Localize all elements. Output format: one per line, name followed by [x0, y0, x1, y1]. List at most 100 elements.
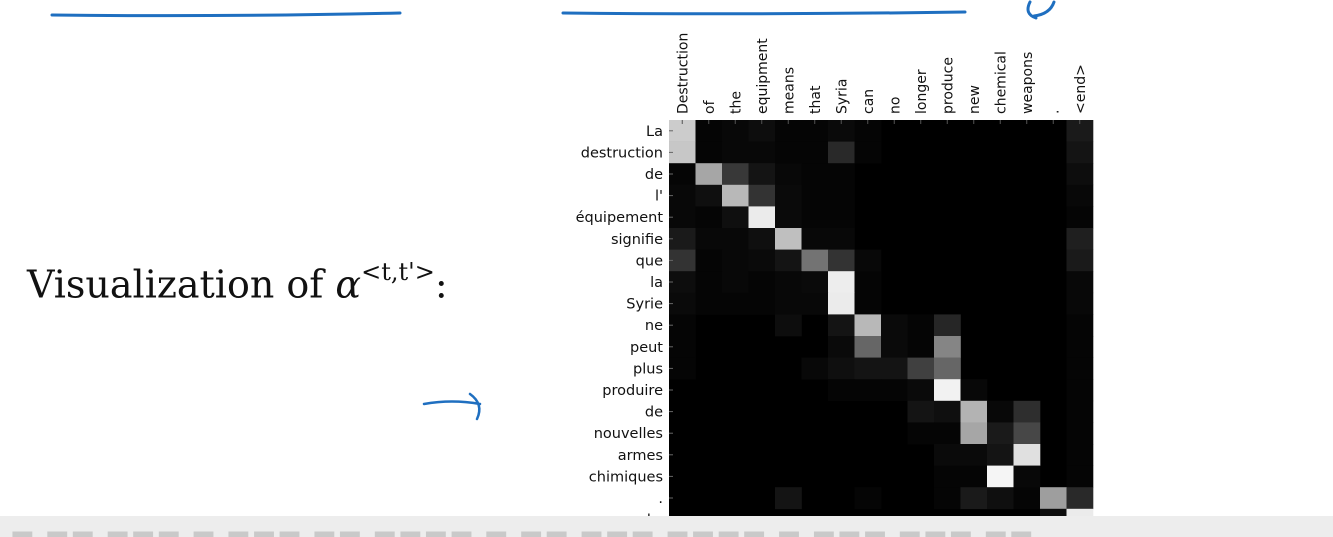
- heatmap-cell: [696, 206, 723, 228]
- heatmap-cell: [722, 185, 749, 207]
- heatmap-cell: [987, 444, 1014, 466]
- heatmap-cell: [855, 487, 882, 509]
- heatmap-cell: [802, 142, 829, 164]
- heatmap-cell: [934, 422, 961, 444]
- heatmap-cell: [722, 293, 749, 315]
- heatmap-cell: [934, 379, 961, 401]
- heatmap-cell: [881, 314, 908, 336]
- heatmap-cell: [775, 293, 802, 315]
- heatmap-cell: [749, 142, 776, 164]
- attention-heatmap: Destruction of the equipment means that Syria c…: [540, 18, 1110, 516]
- heatmap-cell: [802, 250, 829, 272]
- heatmap-cell: [802, 293, 829, 315]
- heatmap-cell: [802, 358, 829, 380]
- heatmap-cell: [775, 271, 802, 293]
- heatmap-cell: [749, 185, 776, 207]
- heatmap-cell: [828, 228, 855, 250]
- heatmap-cell: [722, 250, 749, 272]
- heatmap-cell: [828, 379, 855, 401]
- underline-right-stroke: [563, 12, 965, 14]
- y-tick-label: produire: [602, 383, 663, 399]
- heatmap-cell: [749, 293, 776, 315]
- heatmap-cell: [881, 358, 908, 380]
- y-tick-label: équipement: [576, 210, 664, 226]
- heatmap-cell: [908, 314, 935, 336]
- heatmap-cell: [934, 401, 961, 423]
- title-prefix: Visualization of: [27, 263, 335, 307]
- x-tick-label: .: [1046, 110, 1062, 114]
- y-tick-label: que: [636, 253, 663, 269]
- heatmap-cell: [669, 358, 696, 380]
- y-tick-label: Syrie: [626, 297, 663, 313]
- y-tick-label: la: [650, 275, 663, 291]
- heatmap-cell: [696, 228, 723, 250]
- heatmap-cell: [775, 206, 802, 228]
- heatmap-cell: [669, 185, 696, 207]
- heatmap-cell: [802, 206, 829, 228]
- y-tick-label: plus: [633, 361, 663, 377]
- heatmap-cell: [1067, 444, 1094, 466]
- heatmap-cell: [669, 163, 696, 185]
- heatmap-cell: [1014, 444, 1041, 466]
- heatmap-cell: [1040, 487, 1067, 509]
- y-tick-label: La: [646, 124, 663, 140]
- heatmap-cell: [828, 206, 855, 228]
- heatmap-cell: [908, 379, 935, 401]
- y-tick-label: ne: [645, 318, 663, 334]
- heatmap-cell: [987, 466, 1014, 488]
- heatmap-cell: [855, 358, 882, 380]
- heatmap-cell: [775, 487, 802, 509]
- heatmap-cell: [749, 250, 776, 272]
- x-tick-label: no: [887, 97, 903, 114]
- y-tick-label: .: [658, 491, 663, 507]
- heatmap-cell: [1014, 466, 1041, 488]
- heatmap-cell: [696, 185, 723, 207]
- heatmap-cell: [1067, 163, 1094, 185]
- heatmap-cell: [987, 401, 1014, 423]
- heatmap-cell: [669, 228, 696, 250]
- heatmap-cell: [775, 142, 802, 164]
- heatmap-cell: [749, 271, 776, 293]
- heatmap-cell: [934, 444, 961, 466]
- heatmap-cell: [1067, 509, 1094, 516]
- heatmap-cell: [749, 206, 776, 228]
- y-tick-label: armes: [618, 448, 663, 464]
- x-tick-label: Syria: [834, 79, 850, 114]
- y-tick-label: signifie: [611, 232, 663, 248]
- heatmap-cell: [722, 163, 749, 185]
- heatmap-cell: [828, 163, 855, 185]
- x-tick-label: means: [781, 67, 797, 114]
- heatmap-cell: [1067, 466, 1094, 488]
- heatmap-cell: [669, 314, 696, 336]
- heatmap-cell: [908, 422, 935, 444]
- heatmap-cell: [828, 271, 855, 293]
- heatmap-cell: [722, 142, 749, 164]
- heatmap-cell: [828, 336, 855, 358]
- heatmap-cell: [802, 163, 829, 185]
- alpha-symbol: α: [335, 263, 361, 307]
- heatmap-cell: [1067, 401, 1094, 423]
- heatmap-cell: [696, 271, 723, 293]
- heatmap-cell: [855, 314, 882, 336]
- heatmap-cell: [855, 142, 882, 164]
- heatmap-cell: [934, 358, 961, 380]
- x-tick-label: chemical: [993, 51, 1009, 114]
- heatmap-cell: [961, 422, 988, 444]
- heatmap-cell: [881, 336, 908, 358]
- heatmap-cell: [1067, 422, 1094, 444]
- heatmap-cell: [881, 379, 908, 401]
- y-tick-label: peut: [630, 340, 663, 356]
- heatmap-cell: [908, 401, 935, 423]
- heatmap-cell: [1014, 487, 1041, 509]
- heatmap-cell: [1067, 250, 1094, 272]
- heatmap-cell: [669, 336, 696, 358]
- y-tick-label: de: [645, 167, 663, 183]
- heatmap-cell: [1067, 314, 1094, 336]
- heatmap-cell: [961, 379, 988, 401]
- heatmap-cell: [669, 142, 696, 164]
- heatmap-cell: [1067, 358, 1094, 380]
- heatmap-cell: [987, 487, 1014, 509]
- heatmap-cell: [961, 487, 988, 509]
- heatmap-cell: [1067, 228, 1094, 250]
